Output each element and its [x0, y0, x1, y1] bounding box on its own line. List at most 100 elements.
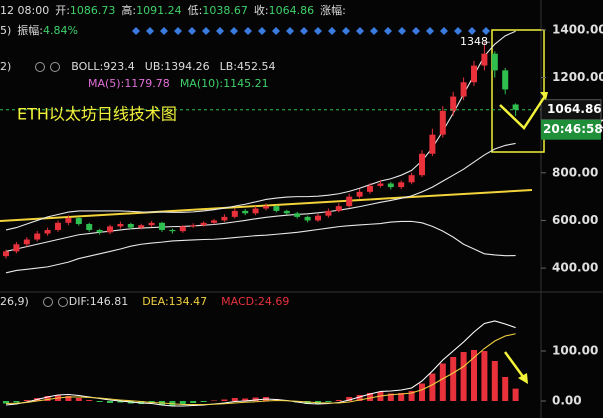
candle-body: [23, 239, 30, 245]
candle-body: [231, 210, 238, 217]
candle-body: [65, 218, 72, 223]
marker-diamond: [398, 27, 406, 35]
field-value: 1145.21: [223, 77, 269, 90]
macd-bar: [502, 377, 509, 401]
marker-diamond: [230, 27, 238, 35]
marker-diamond: [132, 27, 140, 35]
macd-bar: [65, 396, 72, 401]
marker-diamond: [482, 27, 490, 35]
macd-bar: [512, 388, 519, 401]
macd-bar: [221, 399, 228, 401]
candle-body: [429, 134, 436, 154]
prefix: 26,9): [0, 295, 29, 308]
icon: [58, 297, 68, 307]
marker-diamond: [328, 27, 336, 35]
macd-bar: [23, 400, 30, 401]
candle-body: [377, 183, 384, 186]
marker-diamond: [412, 27, 420, 35]
candle-body: [283, 210, 290, 214]
prefix: 2): [0, 60, 11, 73]
macd-bar: [107, 401, 113, 403]
marker-diamond: [356, 27, 364, 35]
marker-diamond: [286, 27, 294, 35]
field-value: 1179.78: [124, 77, 170, 90]
prefix: 5): [0, 24, 11, 37]
boll-line: [5, 220, 516, 274]
peak-label: 1348: [460, 35, 488, 48]
marker-diamond: [146, 27, 154, 35]
field-label: MA(5):: [88, 77, 124, 90]
field-label: 开:: [55, 4, 70, 17]
candle-body: [481, 53, 488, 66]
marker-diamond: [454, 27, 462, 35]
icon: [43, 297, 53, 307]
candle-body: [419, 153, 425, 176]
highlight-box: [491, 29, 545, 153]
candle-body: [315, 215, 321, 221]
plot-layer: 1400.001200.001000.00800.00600.00400.001…: [0, 22, 603, 408]
marker-diamond: [216, 27, 224, 35]
candle-body: [3, 251, 9, 257]
macd-bar: [491, 361, 498, 401]
candle-body: [200, 222, 207, 226]
macd-bar: [471, 350, 477, 401]
field-label: BOLL:: [71, 60, 103, 73]
y-tick-label: 600.00: [552, 213, 598, 227]
marker-diamond: [174, 27, 182, 35]
candle-body: [460, 82, 467, 97]
field-label: 收:: [254, 3, 269, 17]
candle-body: [179, 226, 186, 232]
field-value: 1038.67: [202, 4, 248, 17]
macd-bar: [367, 393, 373, 401]
field-label: 振幅:: [17, 23, 43, 37]
marker-diamond: [384, 27, 392, 35]
arrow-head: [518, 373, 528, 384]
macd-bar: [335, 400, 342, 401]
candle-body: [346, 196, 353, 207]
field-value: 923.4: [103, 60, 135, 73]
marker-diamond: [258, 27, 266, 35]
macd-bar: [419, 383, 425, 401]
icon: [50, 62, 60, 72]
candle-body: [273, 206, 280, 211]
candle-body: [502, 70, 509, 90]
macd-bar: [117, 401, 124, 403]
marker-diamond: [244, 27, 252, 35]
candle-body: [55, 222, 61, 230]
marker-diamond: [426, 27, 434, 35]
candle-body: [491, 53, 498, 71]
macd-bar: [325, 401, 332, 402]
candle-body: [242, 210, 249, 214]
field-value: 1086.73: [70, 4, 116, 17]
candle-body: [252, 208, 259, 214]
candle-body: [408, 175, 415, 183]
y-tick-label: 800.00: [552, 165, 598, 179]
countdown: 20:46:58: [543, 122, 603, 136]
macd-line: [5, 333, 516, 406]
candle-body: [387, 183, 394, 188]
header-row: 5) 振幅:4.84%: [0, 23, 78, 37]
field-label: 涨幅:: [320, 4, 346, 17]
y-tick-label: 100.00: [552, 344, 598, 358]
field-value: 452.54: [237, 60, 276, 73]
field-value: 1064.86: [269, 4, 315, 17]
field-label: LB:: [220, 60, 237, 73]
icon: [35, 62, 45, 72]
macd-bar: [96, 401, 103, 402]
candle-body: [439, 110, 446, 135]
candle-body: [127, 224, 134, 228]
field-label: MA(10):: [180, 77, 223, 90]
macd-bar: [346, 397, 353, 401]
candle-body: [44, 229, 51, 234]
candle-body: [356, 191, 363, 197]
y-tick-label: 1400.00: [552, 22, 603, 36]
candle-body: [75, 218, 82, 225]
field-label: MACD:: [221, 295, 258, 308]
macd-bar: [211, 400, 217, 401]
candle-body: [367, 185, 373, 192]
field-label: DIF:: [69, 295, 90, 308]
marker-diamond: [160, 27, 168, 35]
candle-body: [221, 216, 228, 221]
candle-body: [263, 206, 269, 209]
